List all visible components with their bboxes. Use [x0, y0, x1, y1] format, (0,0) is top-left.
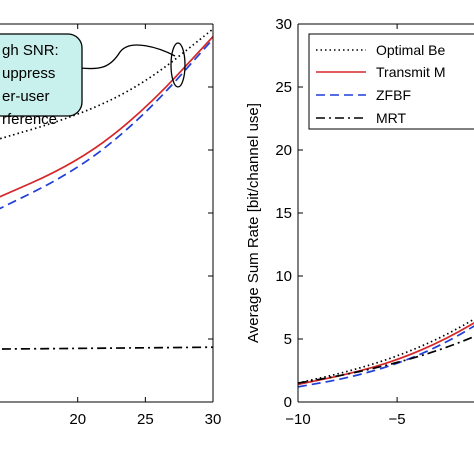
left-panel: gh SNR: uppress er-user rference 20 25 30: [0, 23, 222, 428]
annotation-line-4: rference: [2, 111, 57, 128]
left-series-zfbf: [0, 38, 213, 210]
annotation-leader-line: [79, 44, 176, 70]
annotation-line-3: er-user: [2, 88, 50, 105]
legend-entry-mrt: MRT: [376, 110, 407, 126]
right-series-zfbf: [298, 325, 474, 388]
annotation-ellipse: [170, 42, 186, 88]
left-x-tick-label: 30: [205, 411, 222, 428]
right-y-tick-label: 10: [275, 268, 292, 285]
right-y-tick-label: 0: [284, 394, 292, 411]
annotation-line-2: uppress: [2, 65, 55, 82]
right-panel: −10−50051015202530 Average Sum Rate [bit…: [245, 16, 474, 428]
legend-entry-zfbf: ZFBF: [376, 87, 411, 103]
right-axes: −10−50051015202530: [275, 16, 474, 428]
right-y-tick-label: 15: [275, 205, 292, 222]
right-series-transmit-m: [298, 321, 474, 386]
left-series-mrt: [0, 346, 213, 350]
annotation-box: [0, 33, 83, 117]
right-y-tick-label: 25: [275, 79, 292, 96]
right-y-tick-label: 30: [275, 16, 292, 33]
right-series-mrt: [298, 335, 474, 384]
right-x-tick-label: −5: [389, 411, 406, 428]
left-series-transmit: [0, 35, 213, 198]
annotation-line-1: gh SNR:: [2, 42, 59, 59]
left-axes: 20 25 30: [0, 23, 222, 428]
right-y-tick-label: 20: [275, 142, 292, 159]
left-series-optimal: [0, 28, 213, 140]
left-series-group: [0, 28, 213, 350]
legend-entry-optimal: Optimal Be: [376, 42, 445, 58]
legend-box: [308, 33, 474, 130]
left-x-tick-label: 25: [137, 411, 154, 428]
legend-entry-transmit: Transmit M: [376, 64, 445, 80]
right-series-group: [298, 318, 474, 388]
right-x-tick-label: −10: [285, 411, 310, 428]
right-y-axis-title: Average Sum Rate [bit/channel use]: [245, 103, 262, 343]
right-y-tick-label: 5: [284, 331, 292, 348]
legend: Optimal Be Transmit M ZFBF MRT: [308, 33, 474, 130]
annotation: gh SNR: uppress er-user rference: [0, 33, 186, 128]
left-x-tick-label: 20: [69, 411, 86, 428]
